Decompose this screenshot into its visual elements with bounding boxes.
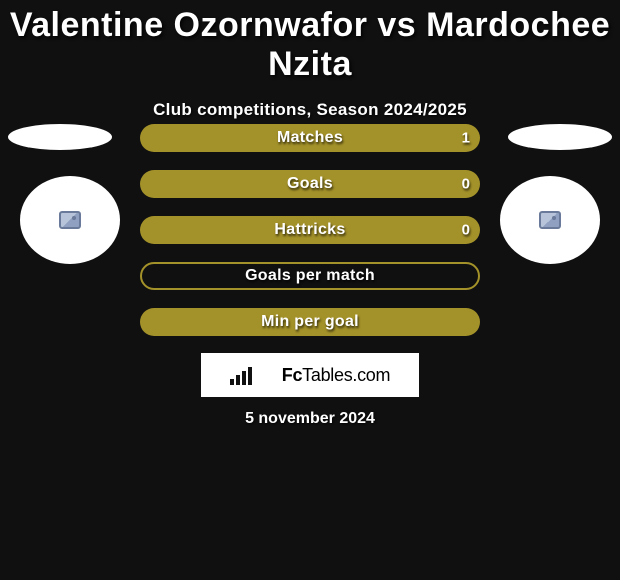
stats-list: Matches 1 Goals 0 Hattricks 0 Goals per … bbox=[140, 124, 480, 336]
image-placeholder-icon bbox=[59, 211, 81, 229]
stat-right-value: 0 bbox=[462, 222, 470, 239]
bar-chart-icon bbox=[230, 365, 276, 385]
stat-row-goals-per-match: Goals per match bbox=[140, 262, 480, 290]
stat-right-value: 1 bbox=[462, 130, 470, 147]
comparison-title: Valentine Ozornwafor vs Mardochee Nzita bbox=[0, 0, 620, 84]
stat-label: Min per goal bbox=[261, 313, 359, 331]
stat-label: Goals per match bbox=[245, 267, 375, 285]
stat-row-goals: Goals 0 bbox=[140, 170, 480, 198]
brand-bold: Fc bbox=[282, 365, 302, 385]
stat-label: Goals bbox=[287, 175, 333, 193]
brand-text: FcTables.com bbox=[282, 365, 390, 386]
stat-label: Matches bbox=[277, 129, 343, 147]
player-left-flag bbox=[8, 124, 112, 150]
stat-right-value: 0 bbox=[462, 176, 470, 193]
player-right-flag bbox=[508, 124, 612, 150]
stat-label: Hattricks bbox=[274, 221, 345, 239]
image-placeholder-icon bbox=[539, 211, 561, 229]
comparison-subtitle: Club competitions, Season 2024/2025 bbox=[0, 100, 620, 120]
player-left-avatar bbox=[20, 176, 120, 264]
stat-row-hattricks: Hattricks 0 bbox=[140, 216, 480, 244]
stat-row-matches: Matches 1 bbox=[140, 124, 480, 152]
date-label: 5 november 2024 bbox=[0, 410, 620, 428]
player-right-avatar bbox=[500, 176, 600, 264]
brand-badge: FcTables.com bbox=[201, 353, 419, 397]
brand-rest: Tables.com bbox=[302, 365, 390, 385]
stat-row-min-per-goal: Min per goal bbox=[140, 308, 480, 336]
